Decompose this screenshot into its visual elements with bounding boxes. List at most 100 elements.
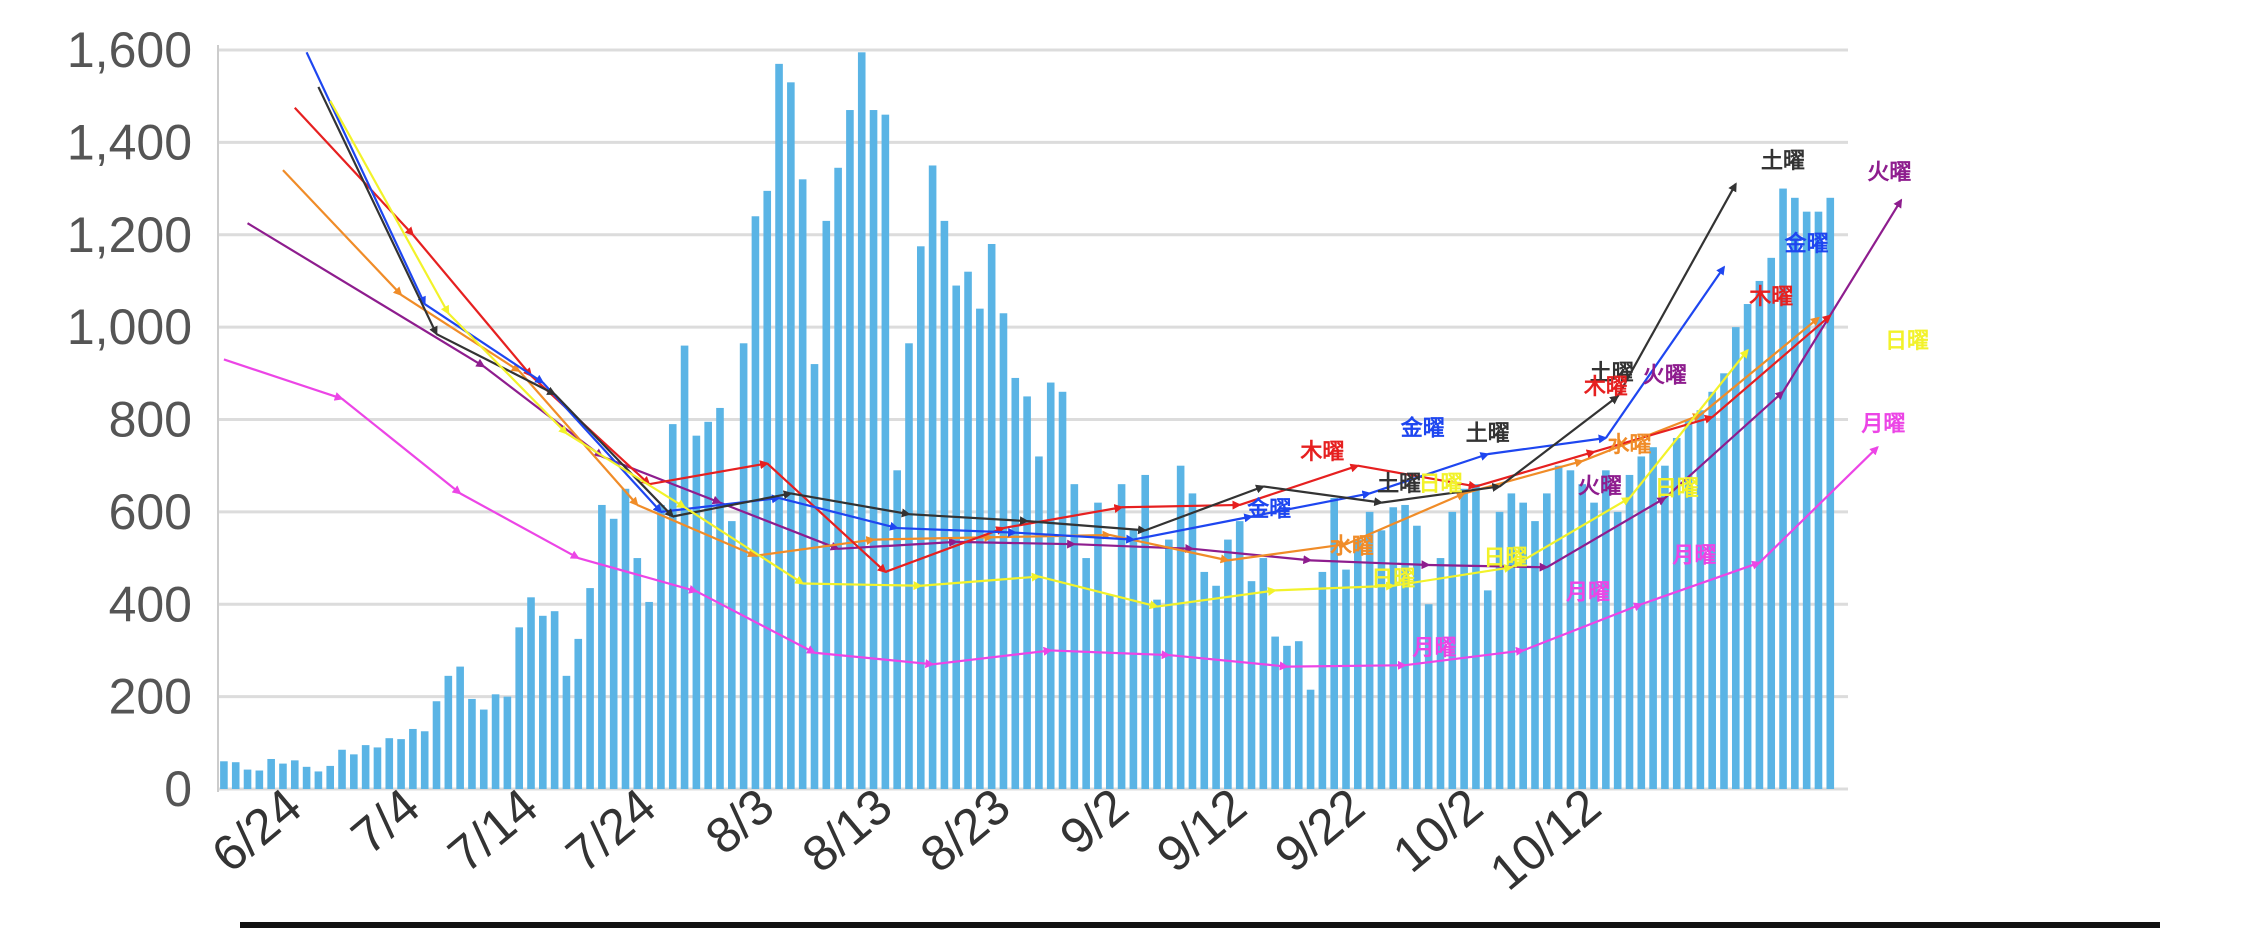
bar <box>810 364 819 789</box>
series-label: 月曜 <box>1671 544 1716 569</box>
bar <box>1271 636 1279 789</box>
bar <box>1696 410 1705 789</box>
series-arrow <box>884 526 1006 573</box>
bar <box>1779 188 1787 789</box>
bar <box>1460 488 1468 789</box>
bar <box>1507 493 1516 789</box>
bar <box>409 728 417 789</box>
series-arrow <box>1640 560 1762 606</box>
bar <box>1082 558 1090 789</box>
series-label: 土曜 <box>1590 361 1634 386</box>
series-土曜 <box>317 86 1737 535</box>
series-arrow <box>695 590 817 654</box>
series-arrow <box>1664 390 1785 499</box>
bar <box>999 313 1008 789</box>
series-arrow <box>1133 513 1254 541</box>
series-label: 火曜 <box>1578 474 1622 499</box>
bar <box>350 754 358 789</box>
bar <box>1554 465 1563 789</box>
bar <box>1354 539 1362 789</box>
series-arrow <box>1628 348 1749 499</box>
series-arrow <box>1038 575 1159 610</box>
bar <box>1035 456 1043 789</box>
bar <box>728 521 736 789</box>
bar <box>1802 211 1811 789</box>
bar <box>1649 447 1657 789</box>
y-tick-label: 600 <box>109 484 192 540</box>
y-tick-label: 400 <box>109 576 192 632</box>
bar <box>1472 484 1480 789</box>
series-label: 木曜 <box>1583 375 1628 400</box>
series-arrow <box>1275 581 1396 592</box>
series-layer <box>223 51 1903 671</box>
bar <box>456 666 464 789</box>
bar <box>1283 645 1291 789</box>
bar <box>1105 595 1114 789</box>
bar <box>657 504 665 789</box>
series-arrow <box>577 557 699 594</box>
bar <box>905 343 913 789</box>
bar <box>527 597 535 789</box>
bar <box>290 760 299 789</box>
bar <box>1365 511 1374 790</box>
series-arrow <box>908 513 1029 526</box>
bar <box>893 470 901 789</box>
y-tick-label: 0 <box>164 761 192 817</box>
bar <box>1389 507 1398 789</box>
bar <box>1436 558 1445 789</box>
series-label: 金曜 <box>1246 496 1291 522</box>
bar <box>1743 304 1752 789</box>
bar <box>1413 525 1421 789</box>
bar <box>338 749 346 789</box>
bar <box>680 345 689 789</box>
y-tick-label: 1,000 <box>67 299 192 355</box>
x-tick-label: 9/12 <box>1146 778 1257 883</box>
series-金曜 <box>305 51 1726 544</box>
series-label: 日曜 <box>1483 546 1527 571</box>
series-arrow <box>1616 182 1737 397</box>
series-arrow <box>1381 482 1502 504</box>
series-arrow <box>553 393 674 518</box>
bar <box>1129 530 1138 789</box>
series-arrow <box>1310 559 1431 570</box>
bar <box>1448 511 1457 790</box>
bar <box>1318 571 1327 789</box>
series-arrow <box>1027 520 1148 535</box>
series-arrow <box>932 646 1053 666</box>
bar <box>692 435 701 789</box>
bar <box>1153 599 1161 789</box>
bar <box>1046 382 1055 789</box>
bar <box>1188 493 1197 789</box>
bar <box>255 770 264 789</box>
series-arrow <box>317 86 438 336</box>
series-label: 土曜 <box>1466 421 1510 446</box>
bar <box>751 216 760 789</box>
bar <box>1094 502 1102 789</box>
bar <box>1661 465 1669 789</box>
bar <box>1165 539 1173 789</box>
series-arrow <box>1699 316 1820 416</box>
series-arrow <box>1357 464 1478 490</box>
bar <box>397 739 405 789</box>
bar <box>1200 571 1209 789</box>
bar <box>385 738 394 789</box>
series-label: 日曜 <box>1885 329 1929 354</box>
series-arrow <box>1404 646 1525 667</box>
series-label: 日曜 <box>1655 477 1699 502</box>
bar <box>243 769 252 789</box>
series-arrow <box>873 532 994 542</box>
series-arrow <box>920 572 1041 587</box>
series-arrow <box>483 365 604 458</box>
bar <box>763 190 772 789</box>
x-tick-label: 8/13 <box>792 778 903 883</box>
series-arrow <box>329 100 450 315</box>
series-arrow <box>565 432 687 509</box>
bar <box>267 758 275 789</box>
series-arrow <box>1121 500 1242 510</box>
series-label: 金曜 <box>1784 231 1829 257</box>
bar <box>1424 604 1433 789</box>
series-arrow <box>1711 314 1832 419</box>
bar <box>444 675 453 789</box>
